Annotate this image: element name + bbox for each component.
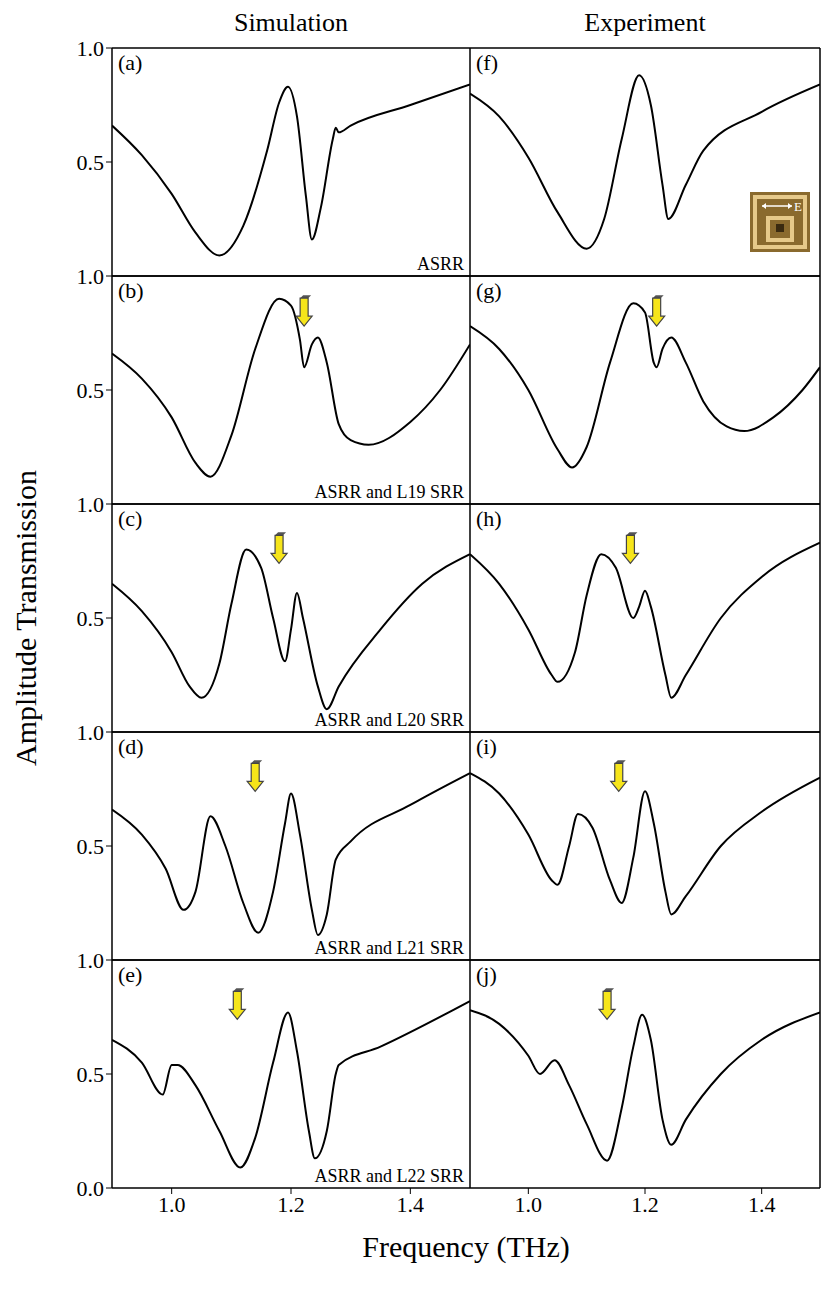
html-text:ASRR and L22 SRR: ASRR and L22 SRR	[314, 1166, 464, 1186]
html-text:(a): (a)	[118, 50, 143, 75]
html-text:(g): (g)	[476, 278, 502, 303]
html-text:ASRR and L21 SRR: ASRR and L21 SRR	[314, 938, 464, 958]
svg-text:1.0: 1.0	[77, 492, 105, 517]
svg-text:0.5: 0.5	[77, 378, 105, 403]
svg-text:0.5: 0.5	[77, 606, 105, 631]
svg-text:1.2: 1.2	[277, 1192, 305, 1217]
svg-text:0.5: 0.5	[77, 1062, 105, 1087]
html-text:(h): (h)	[476, 506, 502, 531]
svg-text:1.0: 1.0	[515, 1192, 543, 1217]
svg-text:1.0: 1.0	[77, 948, 105, 973]
html-text:(e): (e)	[118, 962, 143, 987]
html-text:(j): (j)	[476, 962, 497, 987]
svg-text:1.0: 1.0	[77, 720, 105, 745]
html-text:Experiment: Experiment	[584, 8, 706, 37]
html-text:ASRR and L20 SRR: ASRR and L20 SRR	[314, 710, 464, 730]
svg-text:1.0: 1.0	[77, 264, 105, 289]
html-text:(c): (c)	[118, 506, 143, 531]
svg-text:1.2: 1.2	[631, 1192, 659, 1217]
html-text:ASRR: ASRR	[417, 254, 464, 274]
svg-text:1.4: 1.4	[748, 1192, 776, 1217]
html-text:(f): (f)	[476, 50, 498, 75]
svg-text:E: E	[794, 199, 802, 214]
html-text:ASRR and L19 SRR: ASRR and L19 SRR	[314, 482, 464, 502]
html-text:(d): (d)	[118, 734, 144, 759]
html-text:Frequency (THz): Frequency (THz)	[362, 1230, 570, 1263]
svg-text:1.0: 1.0	[77, 36, 105, 61]
html-text:(b): (b)	[118, 278, 144, 303]
svg-text:0.0: 0.0	[77, 1176, 105, 1201]
svg-text:1.0: 1.0	[158, 1192, 186, 1217]
html-text:(i): (i)	[476, 734, 497, 759]
svg-text:1.4: 1.4	[397, 1192, 425, 1217]
html-text:Amplitude Transmission: Amplitude Transmission	[9, 470, 42, 766]
html-text:Simulation: Simulation	[233, 8, 349, 37]
svg-text:0.5: 0.5	[77, 834, 105, 859]
svg-text:0.5: 0.5	[77, 150, 105, 175]
